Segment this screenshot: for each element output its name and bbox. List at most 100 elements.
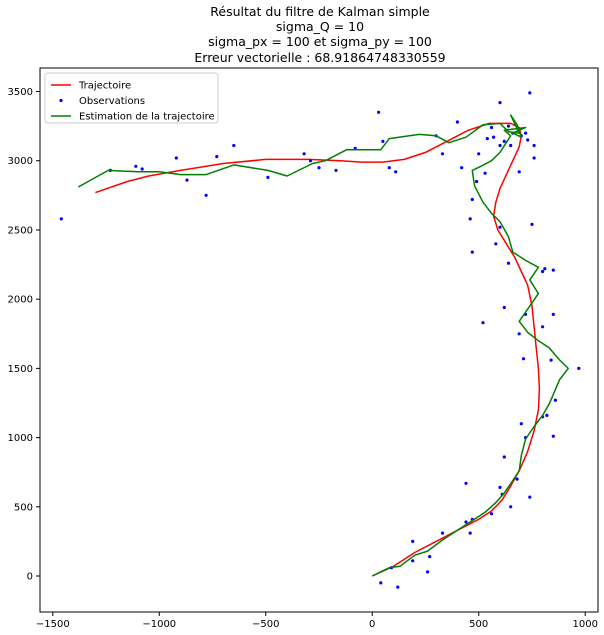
y-tick-label: 3000 — [8, 156, 33, 167]
observation-point — [379, 581, 383, 585]
observation-point — [551, 434, 555, 438]
observation-point — [577, 366, 581, 370]
observation-point — [426, 570, 430, 574]
title-line-4: Erreur vectorielle : 68.91864748330559 — [194, 49, 446, 65]
observation-point — [470, 197, 474, 202]
series-line-1 — [95, 122, 541, 577]
observation-point — [489, 512, 494, 516]
observation-point — [498, 101, 502, 105]
observation-point — [59, 217, 63, 221]
x-tick-label: −1000 — [142, 619, 176, 630]
observation-point — [502, 305, 506, 310]
y-tick-label: 500 — [14, 502, 33, 513]
observation-point — [428, 555, 432, 559]
y-tick-label: 1500 — [8, 364, 33, 375]
chart-title: Résultat du filtre de Kalman simple sigm… — [0, 4, 604, 65]
observation-point — [411, 539, 415, 544]
observation-point — [411, 559, 415, 563]
observation-point — [551, 268, 555, 272]
observation-point — [528, 495, 532, 499]
observation-point — [543, 267, 547, 271]
observation-point — [526, 138, 530, 142]
observation-point — [440, 152, 445, 156]
observation-point — [215, 155, 219, 159]
observation-point — [524, 131, 528, 135]
title-line-3: sigma_px = 100 et sigma_py = 100 — [208, 34, 432, 50]
observation-point — [489, 125, 494, 130]
y-tick-label: 2500 — [8, 225, 33, 236]
title-line-2: sigma_Q = 10 — [275, 19, 365, 35]
observation-point — [468, 217, 472, 221]
observation-point — [464, 520, 468, 524]
x-tick-label: 0 — [369, 619, 375, 630]
observation-point — [521, 357, 526, 361]
x-tick-label: 1000 — [572, 619, 597, 630]
observation-point — [517, 332, 521, 336]
observation-point — [509, 143, 513, 148]
x-tick-label: −500 — [252, 619, 279, 630]
observation-point — [468, 531, 472, 535]
observation-point — [492, 135, 496, 139]
observation-point — [455, 120, 459, 124]
observation-point — [502, 455, 506, 459]
observation-point — [396, 585, 400, 589]
observation-point — [377, 110, 381, 114]
observation-point — [553, 398, 558, 402]
observation-point — [517, 170, 521, 174]
axes: −1500 −1000 −500 0 500 1000 0 500 1000 1500 2000 25… — [8, 67, 599, 630]
observation-point — [502, 139, 506, 143]
observation-point — [334, 168, 338, 172]
observation-point — [532, 143, 536, 148]
legend-label: Observations — [79, 96, 145, 107]
legend-label: Estimation de la trajectoire — [79, 112, 215, 123]
observation-point — [302, 152, 306, 156]
observation-point — [232, 143, 236, 148]
observation-point — [485, 137, 489, 141]
observation-point — [498, 143, 502, 148]
legend: Trajectoire Observations Estimation de la … — [44, 72, 219, 124]
observation-point — [494, 242, 498, 246]
observation-point — [174, 156, 178, 160]
observation-point — [204, 193, 208, 197]
x-tick-label: −1500 — [36, 619, 70, 630]
title-line-1: Résultat du filtre de Kalman simple — [210, 4, 430, 19]
observation-point — [317, 166, 321, 170]
observation-point — [140, 167, 144, 171]
series-line-3 — [77, 114, 569, 577]
axes-frame — [39, 67, 599, 613]
observation-point — [470, 250, 474, 254]
observation-point — [509, 505, 513, 509]
observation-point — [528, 91, 532, 95]
observation-point — [545, 413, 549, 417]
observation-point — [549, 358, 553, 362]
legend-swatch — [59, 98, 63, 103]
observation-point — [515, 477, 519, 481]
x-tick-label: 500 — [469, 619, 488, 630]
observation-point — [440, 531, 445, 535]
observation-point — [506, 124, 511, 128]
observation-point — [460, 166, 464, 170]
observation-point — [541, 269, 545, 274]
observation-point — [477, 152, 481, 156]
observation-point — [266, 175, 270, 179]
observation-point — [498, 485, 502, 489]
observation-point — [532, 156, 536, 160]
observation-point — [308, 159, 313, 163]
observation-point — [551, 312, 555, 316]
y-tick-label: 2000 — [8, 295, 33, 306]
observation-point — [387, 166, 391, 170]
y-tick-label: 3500 — [8, 87, 33, 98]
observation-point — [519, 422, 523, 426]
y-tick-label: 1000 — [8, 433, 33, 444]
observation-point — [394, 170, 398, 174]
legend-box — [44, 72, 219, 124]
observation-point — [134, 164, 138, 168]
observation-point — [506, 261, 511, 265]
legend-label: Trajectoire — [78, 81, 131, 92]
observation-point — [481, 321, 485, 325]
observation-point — [475, 179, 479, 184]
observation-point — [185, 178, 189, 182]
y-tick-label: 0 — [27, 572, 33, 583]
plot-area — [59, 91, 581, 589]
